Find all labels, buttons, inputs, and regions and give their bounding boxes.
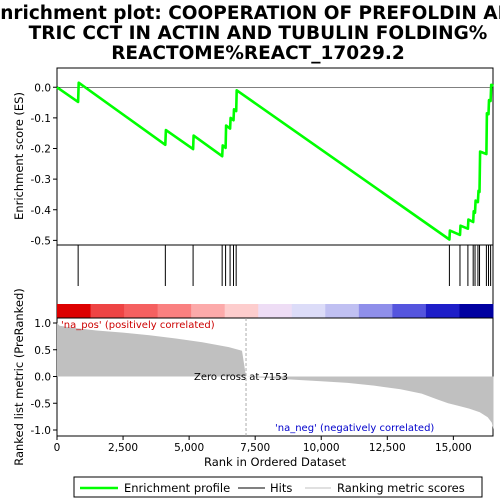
es-y-tick-label: -0.2 <box>31 144 52 156</box>
heatbar-segment <box>258 304 293 318</box>
heatbar-segment <box>325 304 360 318</box>
metric-y-tick-label: -0.5 <box>31 398 52 410</box>
legend-label-enrichment: Enrichment profile <box>124 481 230 495</box>
title-line-2: TRIC CCT IN ACTIN AND TUBULIN FOLDING% <box>29 23 488 44</box>
chart-title: Enrichment plot: COOPERATION OF PREFOLDI… <box>0 3 500 64</box>
heatbar-segment <box>425 304 460 318</box>
legend: Enrichment profile Hits Ranking metric s… <box>73 476 483 498</box>
es-y-tick-label: 0.0 <box>34 82 51 94</box>
pos-correlated-label: 'na_pos' (positively correlated) <box>61 320 215 331</box>
enrichment-score-panel: 0.0 -0.1 -0.2 -0.3 -0.4 -0.5 Enrichment score… <box>12 67 494 247</box>
title-line-1: Enrichment plot: COOPERATION OF PREFOLDI… <box>0 3 500 24</box>
metric-y-tick-label: 0.0 <box>34 372 51 384</box>
neg-correlated-label: 'na_neg' (negatively correlated) <box>275 423 434 434</box>
x-tick-label: 2,500 <box>108 442 138 454</box>
ranked-metric-panel: 1.0 0.5 0.0 -0.5 -1.0 'na_pos' (positively c… <box>12 288 494 466</box>
x-tick-label: 10,000 <box>303 442 340 454</box>
es-y-axis-label: Enrichment score (ES) <box>12 92 26 220</box>
metric-y-tick-label: 1.0 <box>34 318 51 330</box>
es-y-tick-label: -0.5 <box>31 235 52 247</box>
heatbar-segment <box>191 304 226 318</box>
rank-heatbar <box>57 304 494 318</box>
legend-box <box>73 476 483 498</box>
heatbar-segment <box>124 304 159 318</box>
hit-lines <box>77 245 492 286</box>
x-tick-label: 5,000 <box>174 442 204 454</box>
es-y-tick-label: -0.1 <box>31 113 52 125</box>
hits-panel <box>56 244 494 319</box>
metric-y-axis: 1.0 0.5 0.0 -0.5 -1.0 <box>31 318 57 437</box>
heatbar-segment <box>157 304 192 318</box>
es-panel-frame <box>56 67 494 246</box>
es-y-axis: 0.0 -0.1 -0.2 -0.3 -0.4 -0.5 <box>31 82 57 247</box>
legend-label-metric: Ranking metric scores <box>337 481 465 495</box>
heatbar-segment <box>224 304 259 318</box>
metric-y-tick-label: -1.0 <box>31 425 52 437</box>
enrichment-profile-line <box>56 81 494 241</box>
es-y-tick-label: -0.3 <box>31 174 52 186</box>
x-axis-label: Rank in Ordered Dataset <box>204 455 347 469</box>
es-y-tick-label: -0.4 <box>31 205 52 217</box>
heatbar-segment <box>57 304 92 318</box>
legend-label-hits: Hits <box>270 481 292 495</box>
title-line-3: REACTOME%REACT_17029.2 <box>111 43 405 64</box>
heatbar-segment <box>291 304 326 318</box>
heatbar-segment <box>90 304 125 318</box>
x-tick-label: 15,000 <box>435 442 472 454</box>
metric-y-axis-label: Ranked list metric (PreRanked) <box>12 288 26 466</box>
x-tick-label: 12,500 <box>369 442 406 454</box>
ranking-metric-area <box>57 323 494 430</box>
zero-cross-label: Zero cross at 7153 <box>194 372 288 383</box>
x-tick-label: 7,500 <box>240 442 270 454</box>
heatbar-segment <box>358 304 393 318</box>
x-axis: 0 2,500 5,000 7,500 10,000 12,500 15,000 <box>54 436 472 454</box>
heatbar-segment <box>392 304 427 318</box>
x-tick-label: 0 <box>54 442 61 454</box>
metric-y-tick-label: 0.5 <box>34 345 51 357</box>
heatbar-segment <box>459 304 494 318</box>
